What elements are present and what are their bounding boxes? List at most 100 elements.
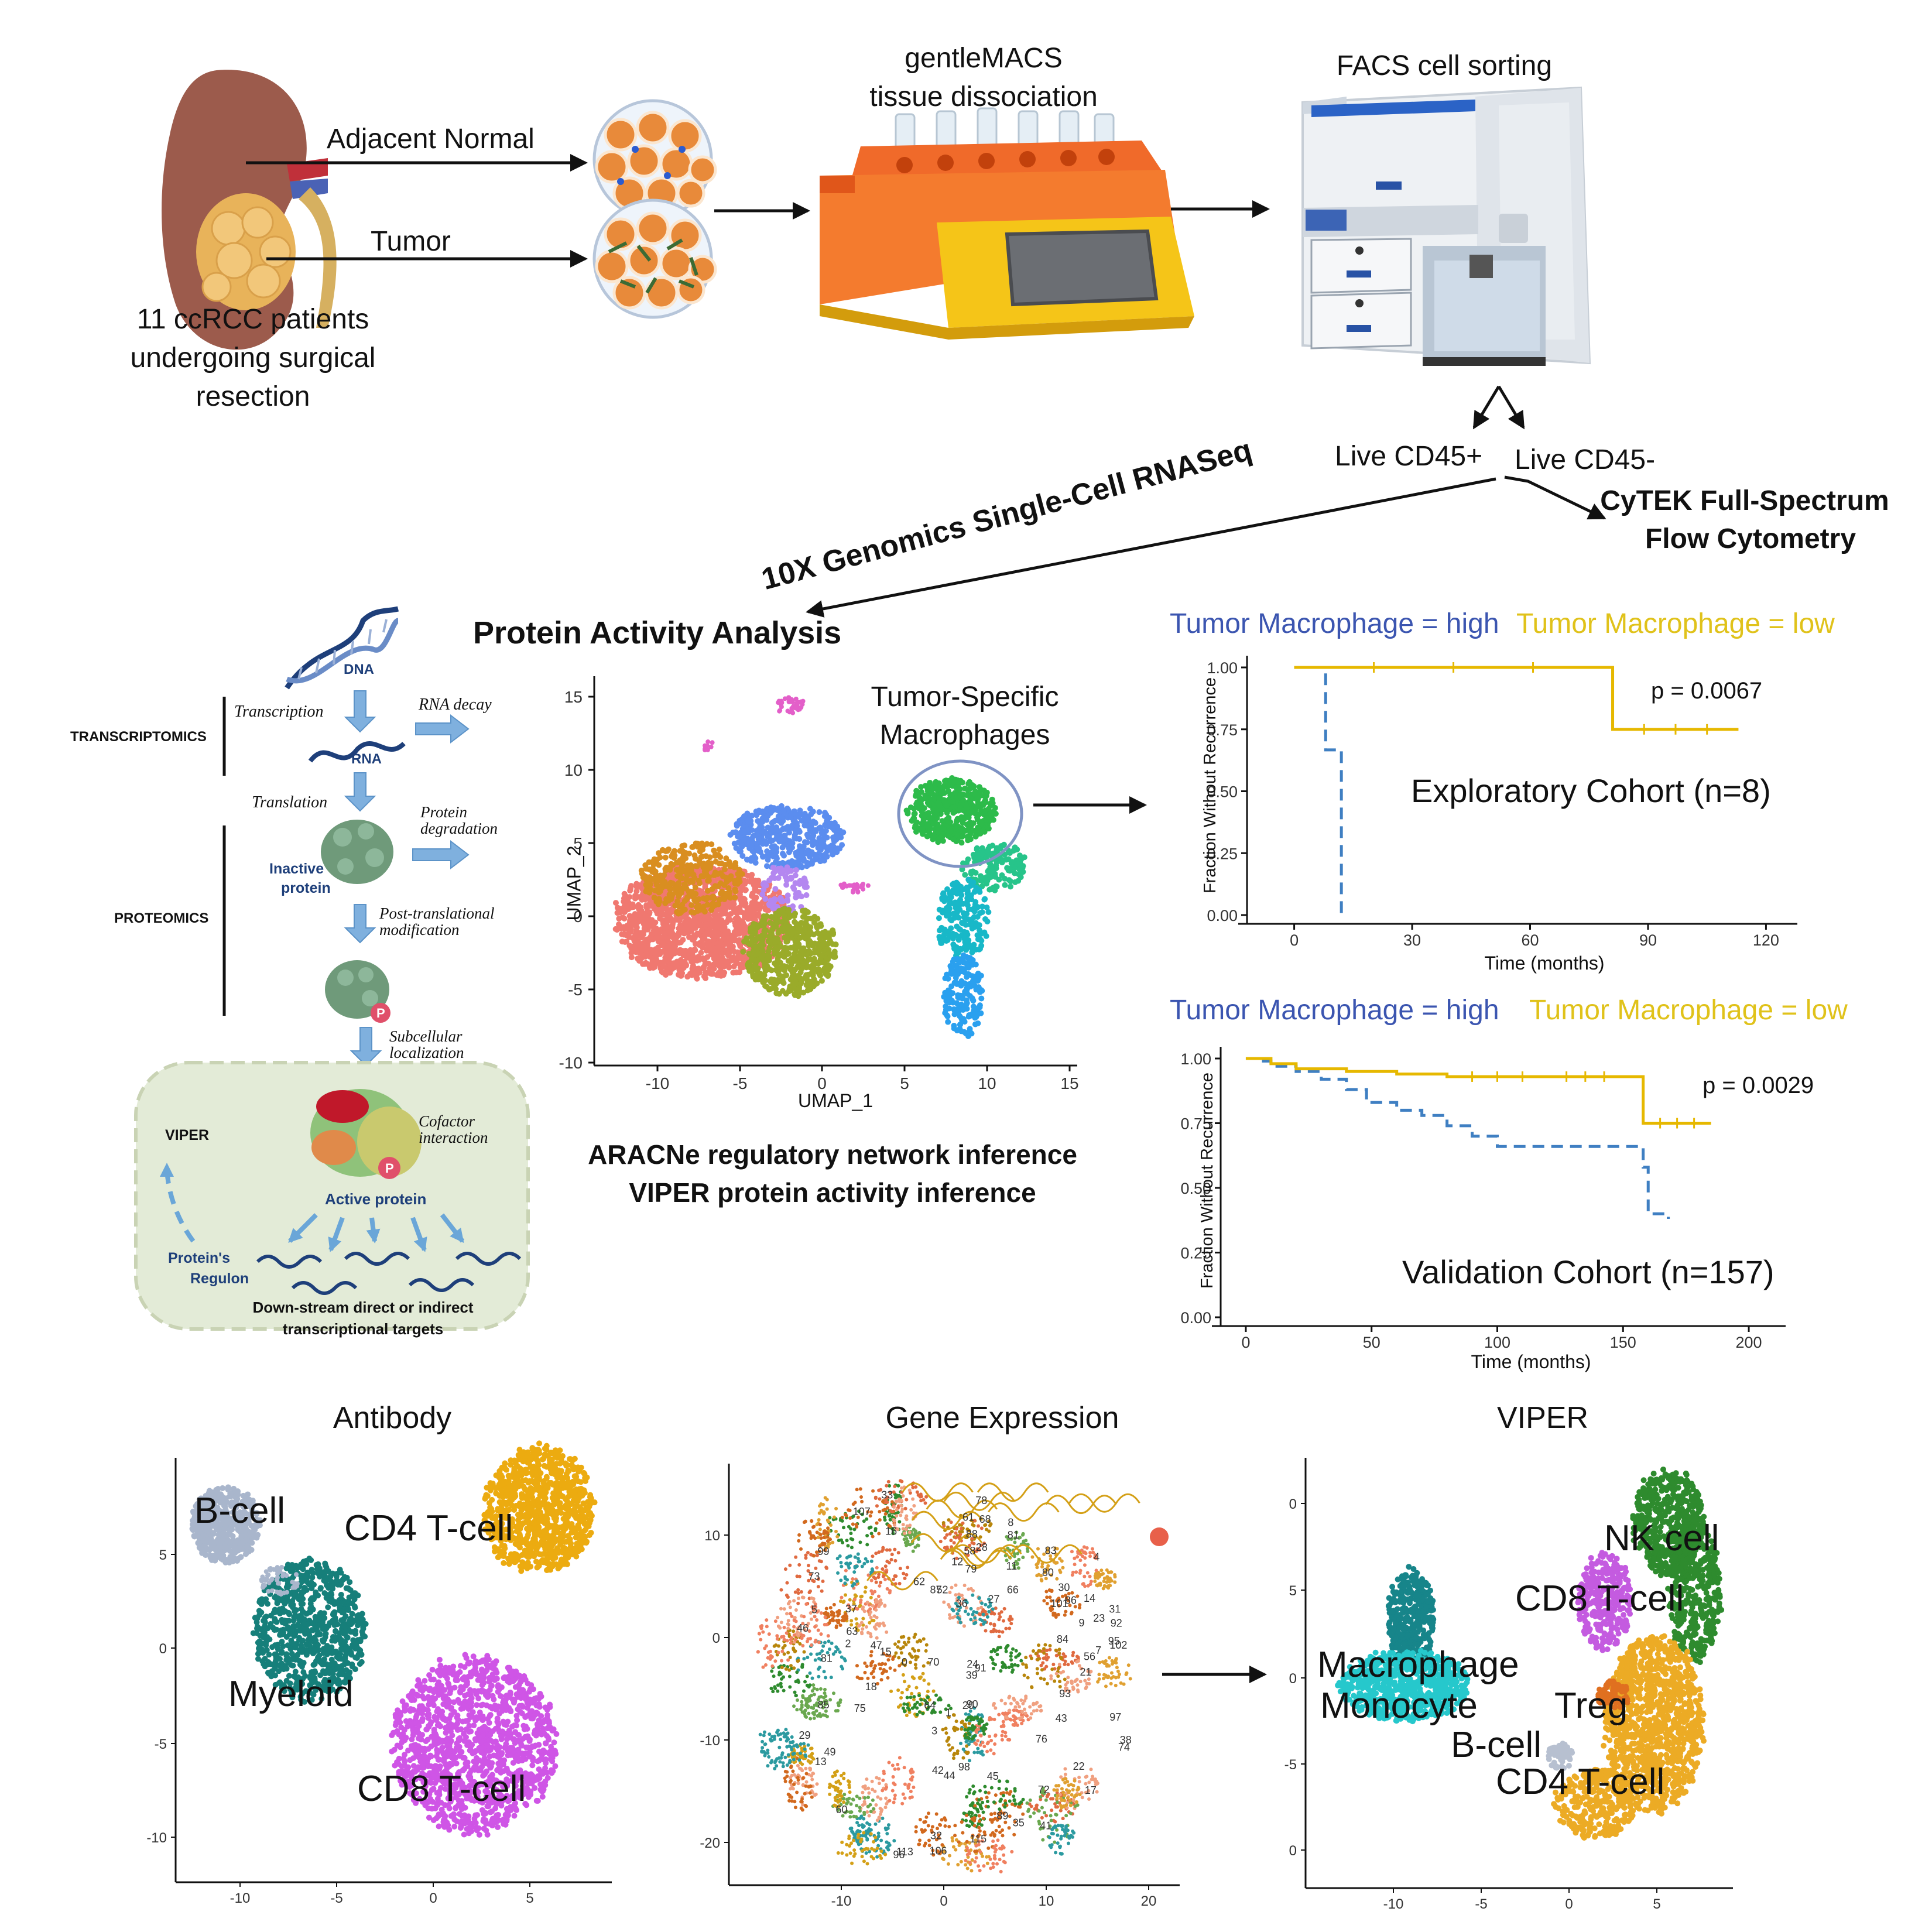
ge-cluster-number: 87: [930, 1584, 942, 1596]
ge-cluster-number: 58: [964, 1545, 975, 1557]
ge-cluster-number: 81: [1008, 1529, 1019, 1541]
ge-cluster-number: 89: [996, 1810, 1008, 1821]
ge-cluster: [840, 1487, 896, 1539]
ge-cluster-number: 27: [988, 1594, 999, 1605]
viper-cluster-cd4-2: [1551, 1766, 1640, 1841]
km2-legend-high: Tumor Macrophage = high: [1170, 995, 1499, 1026]
ge-cluster: [848, 1814, 872, 1847]
subcellular-label-1: Subcellular: [389, 1027, 463, 1045]
cytek-label-1: CyTEK Full-Spectrum: [1600, 485, 1889, 516]
ge-cluster-number: 107: [853, 1506, 871, 1517]
ge-cluster: [1049, 1659, 1093, 1694]
km-ytick-label: 0.25: [1180, 1245, 1211, 1262]
ge-cluster: [756, 1618, 793, 1669]
km2-xlabel: Time (months): [1471, 1351, 1591, 1372]
ge-cluster-number: 15: [880, 1646, 892, 1657]
ge-cluster-number: 84: [1057, 1633, 1068, 1645]
ge-ytick-label: -10: [700, 1733, 720, 1749]
ge-cluster: [769, 1663, 812, 1698]
ge-cluster-number: 80: [1042, 1567, 1054, 1578]
ge-cluster-number: 98: [958, 1761, 970, 1773]
ab-ytick-label: -10: [146, 1830, 167, 1846]
ge-ytick-label: 10: [704, 1528, 720, 1544]
km1-xlabel: Time (months): [1484, 953, 1605, 974]
ge-cluster-number: 102: [1109, 1639, 1127, 1651]
arrow-split-pos: [1472, 385, 1501, 430]
ge-cluster-number: 86: [1065, 1595, 1077, 1606]
ge-cluster-number: 83: [1045, 1545, 1057, 1557]
active-protein-label: Active protein: [325, 1190, 427, 1208]
ge-cluster-number: 12: [951, 1556, 963, 1567]
ge-cluster-number: 31: [1109, 1604, 1121, 1615]
ge-cluster: [964, 1838, 1014, 1873]
ge-cluster-number: 76: [1036, 1733, 1047, 1745]
facs-label: FACS cell sorting: [1336, 50, 1553, 81]
km-exploratory-plot: 0 30 60 90 120 1.00 0.75 0.50 0.25 0.00: [1207, 656, 1797, 949]
umap-cluster-pink: [776, 695, 806, 715]
ge-cluster-number: 0: [902, 1656, 907, 1668]
ge-xtick-label: -10: [831, 1893, 852, 1909]
ge-cluster: [1096, 1656, 1132, 1688]
ge-cluster-number: 8: [1008, 1516, 1013, 1528]
ge-cluster-number: 46: [797, 1622, 809, 1634]
ge-cluster-number: 61: [962, 1512, 974, 1523]
cytek-label-2: Flow Cytometry: [1645, 523, 1856, 554]
ab-xtick-label: 0: [429, 1890, 437, 1906]
ge-cluster: [1052, 1777, 1082, 1810]
ge-cluster: [827, 1769, 852, 1808]
km-ytick-label: 1.00: [1180, 1050, 1211, 1068]
km2-legend-low: Tumor Macrophage = low: [1529, 995, 1848, 1026]
subcellular-label-2: localization: [389, 1044, 464, 1061]
ge-cluster-number: 78: [975, 1495, 987, 1506]
viper-ytick-label: 0: [1289, 1671, 1297, 1687]
km-xtick-label: 200: [1736, 1334, 1762, 1351]
inactive-protein-label-2: protein: [281, 880, 331, 896]
viper-cluster-nk-2: [1665, 1520, 1725, 1666]
umap-ytick-label: 0: [573, 907, 583, 926]
ge-cluster: [989, 1643, 1023, 1674]
ab-ytick-label: 0: [159, 1641, 167, 1657]
tumor-specific-label-2: Macrophages: [879, 720, 1050, 751]
umap-cluster-lightblue: [941, 952, 985, 1039]
ge-cluster-number: 49: [824, 1746, 836, 1758]
umap-xtick-label: 15: [1060, 1074, 1078, 1092]
ge-cluster-number: 73: [808, 1571, 820, 1582]
umap-ytick-label: 10: [564, 761, 583, 779]
cofactor-label-2: interaction: [419, 1129, 488, 1146]
km1-ylabel: Fraction Without Recurrence: [1201, 677, 1220, 894]
ge-cluster-number: 52: [937, 1584, 948, 1596]
ge-cluster-number: 37: [845, 1603, 857, 1615]
umap-cluster-green-2: [959, 841, 1027, 893]
ge-cluster: [836, 1831, 888, 1866]
viper-inference-label: VIPER protein activity inference: [629, 1177, 1036, 1208]
ab-cluster-cd4: [481, 1440, 598, 1574]
rna-label: RNA: [351, 751, 382, 767]
ab-label-cd8: CD8 T-cell: [357, 1769, 526, 1809]
ge-cluster-number: 99: [817, 1546, 829, 1557]
km-ytick-label: 0.50: [1180, 1180, 1211, 1197]
ab-xtick-label: 5: [526, 1890, 533, 1906]
arrow-split-neg: [1497, 385, 1525, 430]
ge-cluster-number: 11: [1006, 1560, 1018, 1572]
regulon-label-1: Protein's: [168, 1250, 230, 1266]
protein-degradation-label-1: Protein: [420, 803, 467, 821]
ge-cluster-number: 29: [799, 1729, 810, 1741]
viper-xtick-label: -10: [1383, 1896, 1404, 1912]
tumor-specific-label-1: Tumor-Specific: [871, 681, 1059, 712]
km-ytick-label: 0.00: [1207, 907, 1238, 924]
ge-cluster-number: 14: [1084, 1592, 1095, 1604]
umap-plot: -10 -5 0 5 10 15 15 10 5 0 -5 -10: [559, 676, 1147, 1092]
ge-cluster-number: 96: [893, 1849, 905, 1861]
dna-label: DNA: [344, 662, 374, 677]
umap-cluster-pink-3: [838, 881, 871, 895]
arrow-to-scrnaseq: [806, 477, 1496, 618]
ge-cluster: [1021, 1643, 1067, 1690]
ab-xtick-label: -5: [330, 1890, 342, 1906]
ge-cluster: [857, 1598, 889, 1640]
normal-tissue-dish: [592, 99, 717, 220]
km-series-line: [1245, 1057, 1670, 1220]
phospho-label-1: P: [376, 1006, 385, 1020]
umap-xtick-label: -10: [646, 1074, 669, 1092]
